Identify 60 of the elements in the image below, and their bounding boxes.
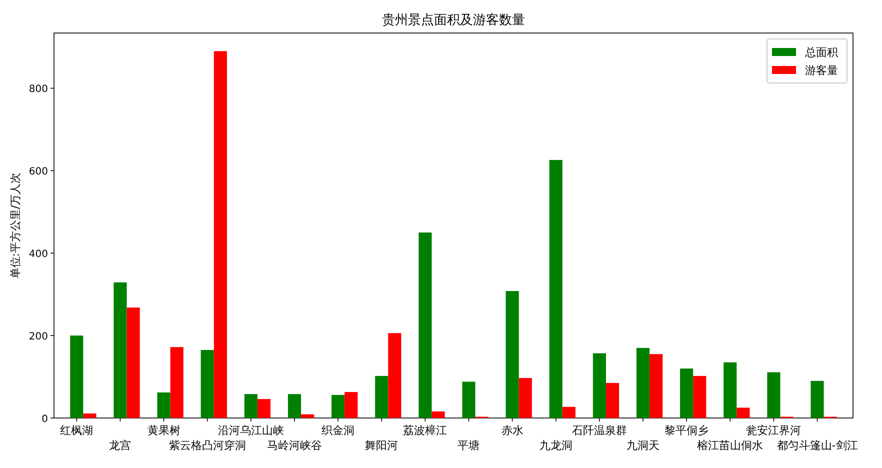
bar xyxy=(114,282,127,418)
bar xyxy=(767,372,780,418)
x-tick-label: 黎平侗乡 xyxy=(664,424,709,437)
y-tick-label: 0 xyxy=(42,414,48,425)
bar xyxy=(549,160,562,418)
bar xyxy=(518,378,532,418)
x-tick-label: 赤水 xyxy=(501,424,524,437)
bar xyxy=(157,392,170,418)
bar xyxy=(344,392,358,418)
x-tick-label: 龙宫 xyxy=(109,439,132,452)
legend-label: 总面积 xyxy=(804,46,838,59)
x-tick-label: 织金洞 xyxy=(322,424,355,437)
x-tick-label: 榕江苗山侗水 xyxy=(697,439,764,452)
chart-title: 贵州景点面积及游客数量 xyxy=(382,12,525,28)
x-tick-label: 石阡温泉群 xyxy=(572,424,627,437)
bar xyxy=(636,348,650,418)
bar xyxy=(606,382,620,418)
bar xyxy=(418,232,432,418)
bar xyxy=(724,362,737,418)
x-tick-label: 沿河乌江山峡 xyxy=(218,424,284,437)
bar xyxy=(810,380,824,418)
bar xyxy=(462,382,476,418)
bar xyxy=(288,394,302,418)
y-tick-label: 400 xyxy=(28,249,48,260)
y-tick-label: 800 xyxy=(28,84,48,96)
bar xyxy=(83,413,96,418)
x-tick-label: 荔波樟江 xyxy=(403,424,448,437)
bar xyxy=(375,376,388,418)
bar xyxy=(214,51,227,418)
y-tick-label: 200 xyxy=(28,332,48,343)
x-tick-label: 舞阳河 xyxy=(365,439,398,452)
bar xyxy=(170,347,184,418)
x-tick-label: 紫云格凸河穿洞 xyxy=(168,439,246,452)
bar xyxy=(200,350,214,418)
x-tick-label: 九洞天 xyxy=(626,439,660,452)
y-tick-label: 600 xyxy=(28,166,48,178)
x-tick-label: 瓮安江界河 xyxy=(746,424,802,437)
bar xyxy=(592,353,606,418)
bar xyxy=(432,411,445,418)
x-tick-label: 九龙洞 xyxy=(539,439,572,452)
bar xyxy=(257,399,271,418)
bar xyxy=(736,408,750,418)
bar xyxy=(301,414,314,418)
bar xyxy=(693,376,706,418)
bar xyxy=(562,406,576,418)
bar xyxy=(244,394,258,418)
x-tick-label: 马岭河峡谷 xyxy=(266,439,322,452)
x-tick-label: 红枫湖 xyxy=(60,424,94,437)
bar xyxy=(506,291,519,418)
y-axis-title: 单位:平方公里/万人次 xyxy=(9,172,22,279)
legend-label: 游客量 xyxy=(805,64,838,77)
x-tick-label: 平塘 xyxy=(458,439,480,452)
bar xyxy=(332,394,345,418)
bar xyxy=(650,354,663,418)
bar xyxy=(70,336,84,418)
bar xyxy=(388,333,402,418)
x-tick-label: 黄果树 xyxy=(147,424,180,437)
bar xyxy=(126,308,140,418)
bar xyxy=(680,368,694,418)
x-tick-label: 都匀斗篷山-剑江 xyxy=(776,439,858,452)
